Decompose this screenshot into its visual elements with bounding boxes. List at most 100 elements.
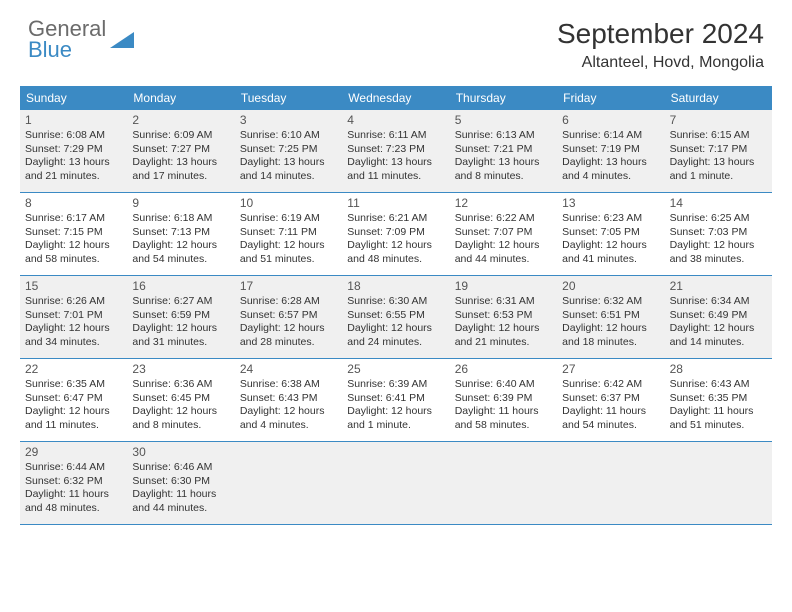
day-number: 28 <box>670 362 767 376</box>
daylight-line: Daylight: 12 hours and 4 minutes. <box>240 405 337 432</box>
day-cell: 24Sunrise: 6:38 AMSunset: 6:43 PMDayligh… <box>235 359 342 441</box>
day-cell: 8Sunrise: 6:17 AMSunset: 7:15 PMDaylight… <box>20 193 127 275</box>
calendar: SundayMondayTuesdayWednesdayThursdayFrid… <box>20 86 772 525</box>
sunset-line: Sunset: 6:47 PM <box>25 392 122 406</box>
sunrise-line: Sunrise: 6:26 AM <box>25 295 122 309</box>
day-cell: 22Sunrise: 6:35 AMSunset: 6:47 PMDayligh… <box>20 359 127 441</box>
day-cell: 10Sunrise: 6:19 AMSunset: 7:11 PMDayligh… <box>235 193 342 275</box>
day-cell: 4Sunrise: 6:11 AMSunset: 7:23 PMDaylight… <box>342 110 449 192</box>
header: General Blue September 2024 Altanteel, H… <box>0 0 792 78</box>
sunrise-line: Sunrise: 6:39 AM <box>347 378 444 392</box>
daylight-line: Daylight: 11 hours and 54 minutes. <box>562 405 659 432</box>
day-cell: 16Sunrise: 6:27 AMSunset: 6:59 PMDayligh… <box>127 276 234 358</box>
sunset-line: Sunset: 6:57 PM <box>240 309 337 323</box>
day-number: 4 <box>347 113 444 127</box>
daylight-line: Daylight: 11 hours and 51 minutes. <box>670 405 767 432</box>
day-number: 22 <box>25 362 122 376</box>
daylight-line: Daylight: 12 hours and 54 minutes. <box>132 239 229 266</box>
sunset-line: Sunset: 6:53 PM <box>455 309 552 323</box>
day-number: 12 <box>455 196 552 210</box>
sunrise-line: Sunrise: 6:31 AM <box>455 295 552 309</box>
sunset-line: Sunset: 7:01 PM <box>25 309 122 323</box>
weekday-header: Friday <box>557 86 664 110</box>
sunrise-line: Sunrise: 6:44 AM <box>25 461 122 475</box>
day-number: 17 <box>240 279 337 293</box>
sunset-line: Sunset: 7:21 PM <box>455 143 552 157</box>
day-cell: 30Sunrise: 6:46 AMSunset: 6:30 PMDayligh… <box>127 442 234 524</box>
day-number: 25 <box>347 362 444 376</box>
daylight-line: Daylight: 12 hours and 21 minutes. <box>455 322 552 349</box>
day-number: 27 <box>562 362 659 376</box>
sunrise-line: Sunrise: 6:34 AM <box>670 295 767 309</box>
sunset-line: Sunset: 7:13 PM <box>132 226 229 240</box>
calendar-week-row: 8Sunrise: 6:17 AMSunset: 7:15 PMDaylight… <box>20 193 772 276</box>
calendar-week-row: 22Sunrise: 6:35 AMSunset: 6:47 PMDayligh… <box>20 359 772 442</box>
sunset-line: Sunset: 7:09 PM <box>347 226 444 240</box>
day-cell: 29Sunrise: 6:44 AMSunset: 6:32 PMDayligh… <box>20 442 127 524</box>
day-number: 3 <box>240 113 337 127</box>
title-block: September 2024 Altanteel, Hovd, Mongolia <box>557 18 764 72</box>
sunrise-line: Sunrise: 6:14 AM <box>562 129 659 143</box>
day-number: 30 <box>132 445 229 459</box>
day-number: 5 <box>455 113 552 127</box>
day-number: 15 <box>25 279 122 293</box>
sunset-line: Sunset: 7:25 PM <box>240 143 337 157</box>
location-text: Altanteel, Hovd, Mongolia <box>557 54 764 72</box>
calendar-week-row: 15 Sunrise: 6:26 AMSunset: 7:01 PM Dayligh… <box>20 276 772 359</box>
day-cell: 13Sunrise: 6:23 AMSunset: 7:05 PMDayligh… <box>557 193 664 275</box>
day-cell: 5Sunrise: 6:13 AMSunset: 7:21 PMDaylight… <box>450 110 557 192</box>
logo-triangle-icon <box>110 30 136 55</box>
empty-day-cell <box>665 442 772 524</box>
day-cell: 11Sunrise: 6:21 AMSunset: 7:09 PMDayligh… <box>342 193 449 275</box>
sunset-line: Sunset: 6:51 PM <box>562 309 659 323</box>
daylight-line: Daylight: 12 hours and 11 minutes. <box>25 405 122 432</box>
day-cell: 14Sunrise: 6:25 AMSunset: 7:03 PMDayligh… <box>665 193 772 275</box>
day-cell: 2Sunrise: 6:09 AMSunset: 7:27 PMDaylight… <box>127 110 234 192</box>
sunrise-line: Sunrise: 6:15 AM <box>670 129 767 143</box>
sunrise-line: Sunrise: 6:30 AM <box>347 295 444 309</box>
sunset-line: Sunset: 7:23 PM <box>347 143 444 157</box>
sunset-line: Sunset: 6:30 PM <box>132 475 229 489</box>
sunrise-line: Sunrise: 6:09 AM <box>132 129 229 143</box>
sunrise-line: Sunrise: 6:18 AM <box>132 212 229 226</box>
sunset-line: Sunset: 6:39 PM <box>455 392 552 406</box>
day-cell: 19 Sunrise: 6:31 AMSunset: 6:53 PMDayligh… <box>450 276 557 358</box>
day-number: 7 <box>670 113 767 127</box>
day-number: 18 <box>347 279 444 293</box>
day-cell: 1Sunrise: 6:08 AMSunset: 7:29 PMDaylight… <box>20 110 127 192</box>
day-number: 14 <box>670 196 767 210</box>
daylight-line: Daylight: 12 hours and 58 minutes. <box>25 239 122 266</box>
sunset-line: Sunset: 6:45 PM <box>132 392 229 406</box>
sunrise-line: Sunrise: 6:38 AM <box>240 378 337 392</box>
day-cell: 12Sunrise: 6:22 AMSunset: 7:07 PMDayligh… <box>450 193 557 275</box>
sunset-line: Sunset: 7:19 PM <box>562 143 659 157</box>
calendar-week-row: 1Sunrise: 6:08 AMSunset: 7:29 PMDaylight… <box>20 110 772 193</box>
sunrise-line: Sunrise: 6:36 AM <box>132 378 229 392</box>
daylight-line: Daylight: 13 hours and 8 minutes. <box>455 156 552 183</box>
sunset-line: Sunset: 6:35 PM <box>670 392 767 406</box>
weekday-header: Monday <box>127 86 234 110</box>
sunset-line: Sunset: 6:37 PM <box>562 392 659 406</box>
day-number: 24 <box>240 362 337 376</box>
daylight-line: Daylight: 11 hours and 48 minutes. <box>25 488 122 515</box>
day-number: 21 <box>670 279 767 293</box>
day-number: 19 <box>455 279 552 293</box>
day-cell: 25Sunrise: 6:39 AMSunset: 6:41 PMDayligh… <box>342 359 449 441</box>
sunrise-line: Sunrise: 6:11 AM <box>347 129 444 143</box>
day-number: 9 <box>132 196 229 210</box>
day-number: 6 <box>562 113 659 127</box>
day-number: 11 <box>347 196 444 210</box>
sunrise-line: Sunrise: 6:22 AM <box>455 212 552 226</box>
sunset-line: Sunset: 7:15 PM <box>25 226 122 240</box>
month-title: September 2024 <box>557 18 764 50</box>
day-cell: 20Sunrise: 6:32 AMSunset: 6:51 PMDayligh… <box>557 276 664 358</box>
sunset-line: Sunset: 7:03 PM <box>670 226 767 240</box>
sunset-line: Sunset: 6:32 PM <box>25 475 122 489</box>
weekday-header: Wednesday <box>342 86 449 110</box>
daylight-line: Daylight: 13 hours and 1 minute. <box>670 156 767 183</box>
weekday-header: Sunday <box>20 86 127 110</box>
daylight-line: Daylight: 11 hours and 58 minutes. <box>455 405 552 432</box>
sunrise-line: Sunrise: 6:10 AM <box>240 129 337 143</box>
sunrise-line: Sunrise: 6:08 AM <box>25 129 122 143</box>
day-number: 10 <box>240 196 337 210</box>
